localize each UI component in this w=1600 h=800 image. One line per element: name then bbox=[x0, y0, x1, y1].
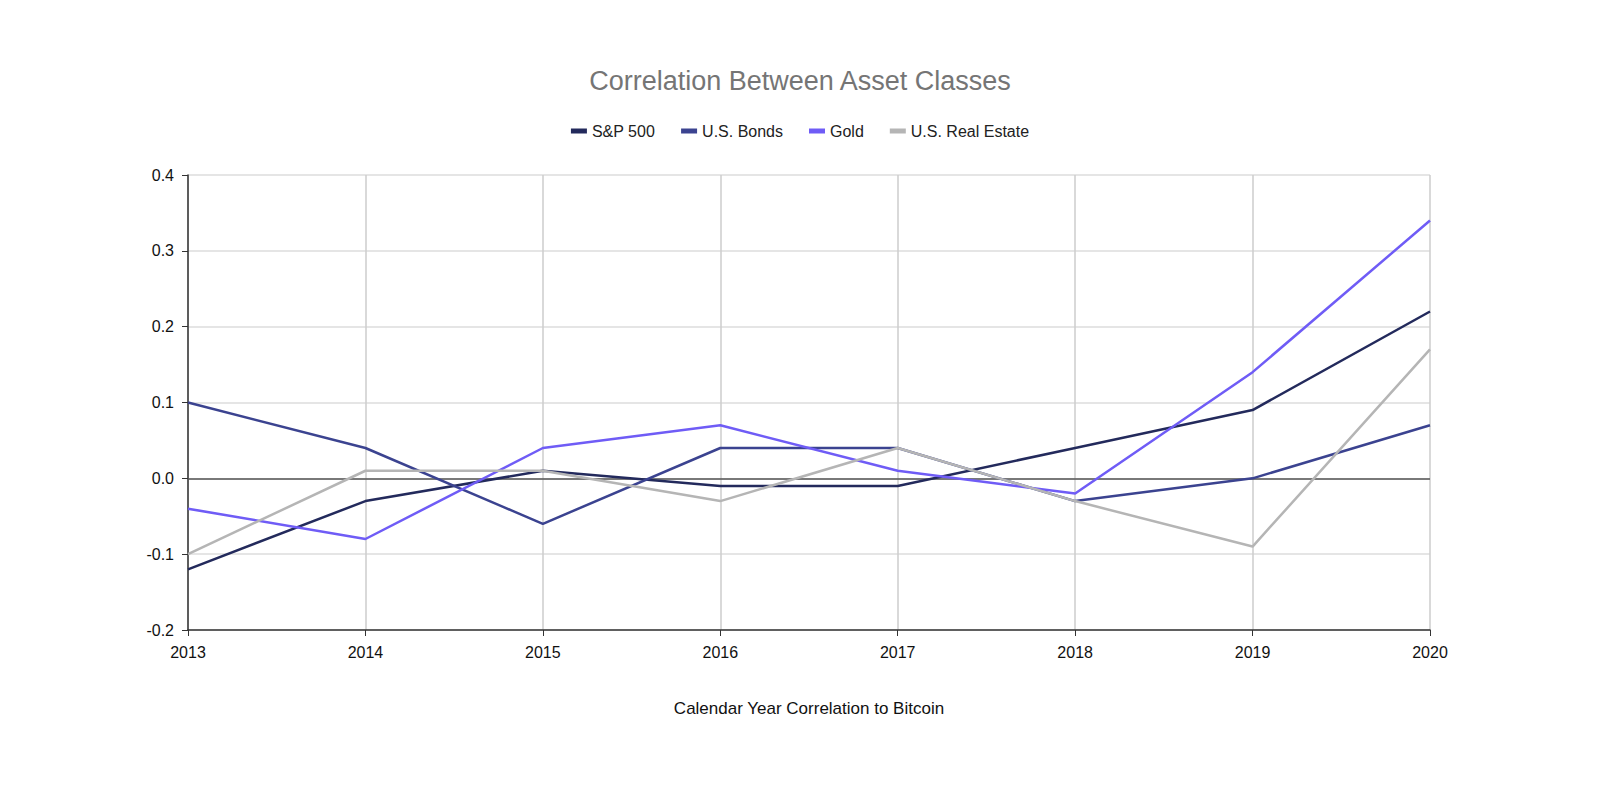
svg-text:2020: 2020 bbox=[1412, 644, 1448, 661]
svg-text:2014: 2014 bbox=[348, 644, 384, 661]
svg-text:2017: 2017 bbox=[880, 644, 916, 661]
svg-text:2015: 2015 bbox=[525, 644, 561, 661]
svg-text:2018: 2018 bbox=[1057, 644, 1093, 661]
svg-text:-0.1: -0.1 bbox=[146, 546, 174, 563]
svg-text:U.S. Bonds: U.S. Bonds bbox=[702, 123, 783, 140]
svg-text:2019: 2019 bbox=[1235, 644, 1271, 661]
svg-text:0.1: 0.1 bbox=[152, 394, 174, 411]
svg-text:Correlation Between Asset Clas: Correlation Between Asset Classes bbox=[589, 66, 1011, 96]
svg-text:0.0: 0.0 bbox=[152, 470, 174, 487]
svg-text:Gold: Gold bbox=[830, 123, 864, 140]
svg-text:Calendar Year Correlation to B: Calendar Year Correlation to Bitcoin bbox=[674, 699, 944, 718]
svg-text:S&P 500: S&P 500 bbox=[592, 123, 655, 140]
svg-text:2013: 2013 bbox=[170, 644, 206, 661]
svg-text:0.2: 0.2 bbox=[152, 318, 174, 335]
svg-text:U.S. Real Estate: U.S. Real Estate bbox=[911, 123, 1029, 140]
svg-text:0.3: 0.3 bbox=[152, 242, 174, 259]
svg-text:-0.2: -0.2 bbox=[146, 622, 174, 639]
svg-text:0.4: 0.4 bbox=[152, 167, 174, 184]
svg-text:2016: 2016 bbox=[702, 644, 738, 661]
